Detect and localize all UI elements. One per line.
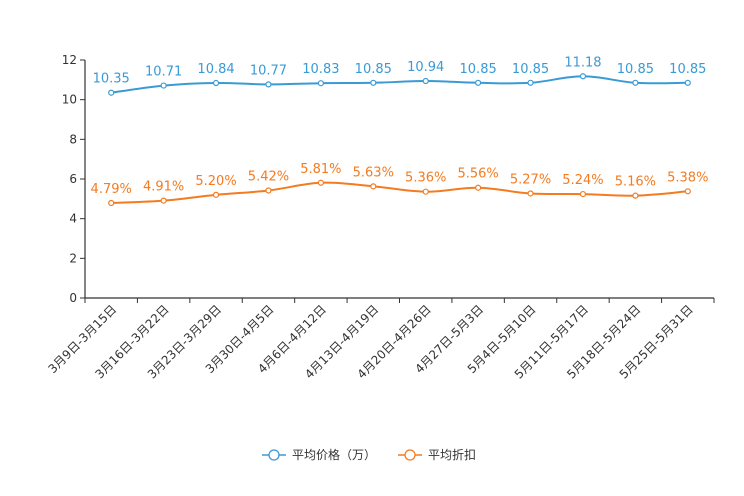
y-tick-label: 12	[62, 53, 77, 67]
data-point[interactable]	[265, 81, 272, 88]
data-point[interactable]	[684, 188, 691, 195]
data-label: 5.56%	[457, 167, 498, 182]
x-axis: 3月9日-3月15日3月16日-3月22日3月23日-3月29日3月30日-4月…	[45, 297, 715, 382]
data-point[interactable]	[317, 80, 324, 87]
data-point[interactable]	[422, 188, 429, 195]
y-tick-label: 2	[69, 251, 77, 265]
legend-marker-icon	[404, 449, 416, 461]
y-tick-label: 0	[69, 291, 77, 305]
series-line	[111, 181, 688, 204]
data-label: 11.18	[564, 55, 601, 70]
data-label: 4.79%	[91, 182, 132, 197]
data-label: 5.24%	[562, 173, 603, 188]
legend-item-1[interactable]: 平均价格（万）	[262, 447, 376, 462]
data-label: 5.36%	[405, 171, 446, 186]
data-point[interactable]	[212, 191, 220, 198]
data-label: 5.42%	[248, 170, 289, 185]
series-group: 10.35 10.71 10.84 10.77 10.83 10.85 10.94 10.85…	[91, 55, 708, 207]
data-label: 10.84	[197, 62, 234, 77]
data-point[interactable]	[212, 79, 220, 87]
data-point[interactable]	[370, 183, 377, 190]
data-label: 10.85	[617, 62, 654, 77]
y-tick-label: 4	[69, 212, 77, 226]
data-point[interactable]	[632, 79, 639, 86]
data-label: 10.85	[460, 62, 497, 77]
y-tick-label: 6	[69, 172, 77, 186]
y-tick-label: 8	[69, 132, 77, 146]
data-label: 5.63%	[353, 165, 394, 180]
data-point[interactable]	[108, 199, 115, 207]
data-point[interactable]	[579, 190, 587, 198]
series-2: 4.79% 4.91% 5.20% 5.42% 5.81% 5.63% 5.36% 5.56%…	[91, 162, 708, 207]
y-axis: 0 2 4 6 8 10 12	[62, 53, 86, 305]
legend-item-2[interactable]: 平均折扣	[398, 447, 476, 462]
data-point[interactable]	[160, 197, 167, 204]
data-point[interactable]	[317, 179, 324, 186]
data-label: 10.35	[93, 72, 130, 87]
data-point[interactable]	[475, 79, 482, 86]
data-point[interactable]	[370, 79, 377, 86]
data-label: 10.94	[407, 60, 444, 75]
data-point[interactable]	[108, 89, 115, 96]
data-label: 10.85	[669, 62, 706, 77]
data-point[interactable]	[684, 79, 691, 86]
legend[interactable]: 平均价格（万） 平均折扣	[262, 447, 476, 462]
series-1: 10.35 10.71 10.84 10.77 10.83 10.85 10.94 10.85…	[93, 55, 706, 96]
data-label: 4.91%	[143, 180, 184, 195]
data-point[interactable]	[579, 73, 587, 80]
legend-label: 平均价格（万）	[292, 447, 376, 462]
y-tick-label: 10	[62, 93, 77, 107]
legend-label: 平均折扣	[428, 447, 476, 462]
data-label: 5.81%	[300, 162, 341, 177]
data-point[interactable]	[160, 82, 167, 89]
data-point[interactable]	[265, 187, 272, 194]
data-point[interactable]	[527, 79, 534, 86]
data-point[interactable]	[475, 184, 482, 191]
data-point[interactable]	[632, 192, 639, 199]
data-label: 5.20%	[195, 174, 236, 189]
series-line	[111, 75, 688, 94]
data-label: 10.85	[512, 62, 549, 77]
data-label: 5.27%	[510, 172, 551, 187]
data-label: 10.85	[355, 62, 392, 77]
data-point[interactable]	[422, 77, 429, 85]
data-label: 5.38%	[667, 170, 708, 185]
legend-marker-icon	[268, 449, 280, 461]
data-label: 5.16%	[615, 175, 656, 190]
data-label: 10.77	[250, 63, 287, 78]
data-point[interactable]	[527, 190, 534, 197]
data-label: 10.71	[145, 65, 182, 80]
data-label: 10.83	[302, 62, 339, 77]
